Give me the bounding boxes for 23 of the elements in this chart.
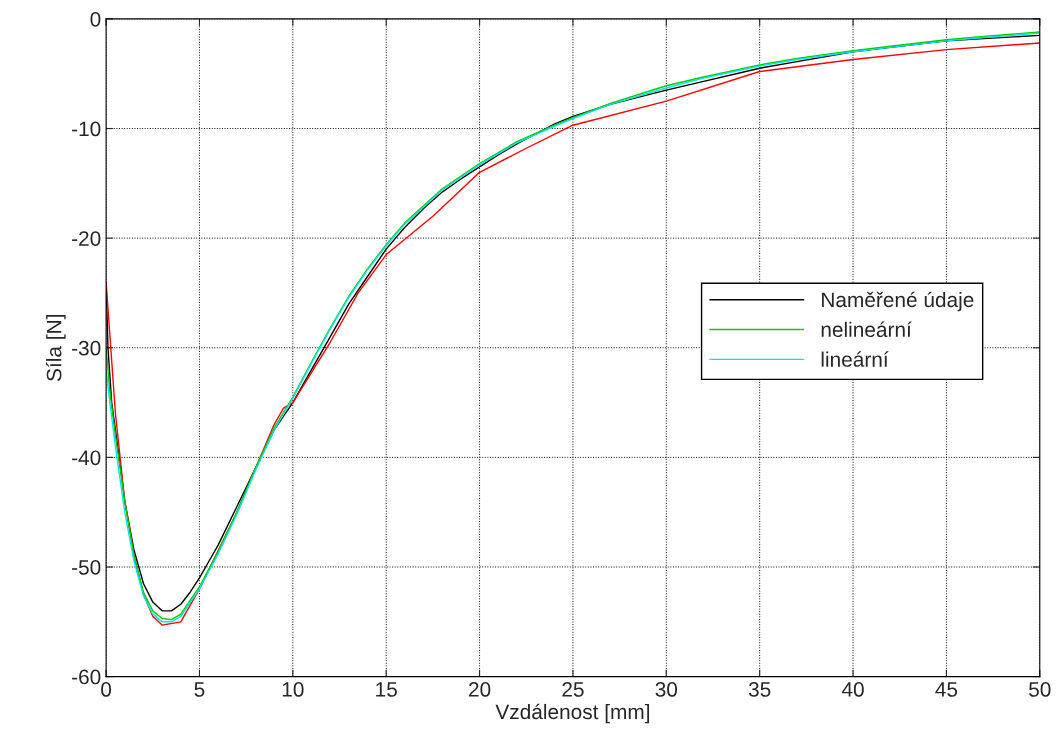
legend-label: nelineární bbox=[821, 321, 912, 338]
y-axis-title: Síla [N] bbox=[45, 315, 66, 381]
y-tick-label: -50 bbox=[72, 560, 101, 575]
y-tick-label: -40 bbox=[72, 450, 101, 466]
y-tick-label: 0 bbox=[90, 11, 101, 27]
x-tick-label: 30 bbox=[655, 682, 678, 697]
x-tick-label: 5 bbox=[194, 682, 205, 697]
x-tick-label: 50 bbox=[1029, 682, 1051, 697]
x-axis-title: Vzdálenost [mm] bbox=[495, 703, 650, 724]
x-tick-label: 35 bbox=[748, 682, 771, 697]
legend-label: lineární bbox=[821, 351, 889, 367]
x-tick-label: 40 bbox=[841, 682, 864, 697]
x-tick-label: 45 bbox=[935, 682, 958, 697]
x-tick-label: 15 bbox=[376, 682, 397, 697]
x-tick-label: 25 bbox=[562, 682, 584, 697]
x-tick-label: 10 bbox=[282, 682, 304, 697]
y-tick-label: -10 bbox=[72, 121, 101, 137]
y-tick-label: -20 bbox=[72, 231, 101, 246]
legend-label: Naměřené údaje bbox=[822, 291, 974, 312]
x-tick-label: 0 bbox=[101, 682, 112, 697]
y-tick-label: -30 bbox=[72, 340, 101, 356]
y-tick-label: -60 bbox=[72, 669, 101, 685]
x-tick-label: 20 bbox=[469, 682, 491, 697]
